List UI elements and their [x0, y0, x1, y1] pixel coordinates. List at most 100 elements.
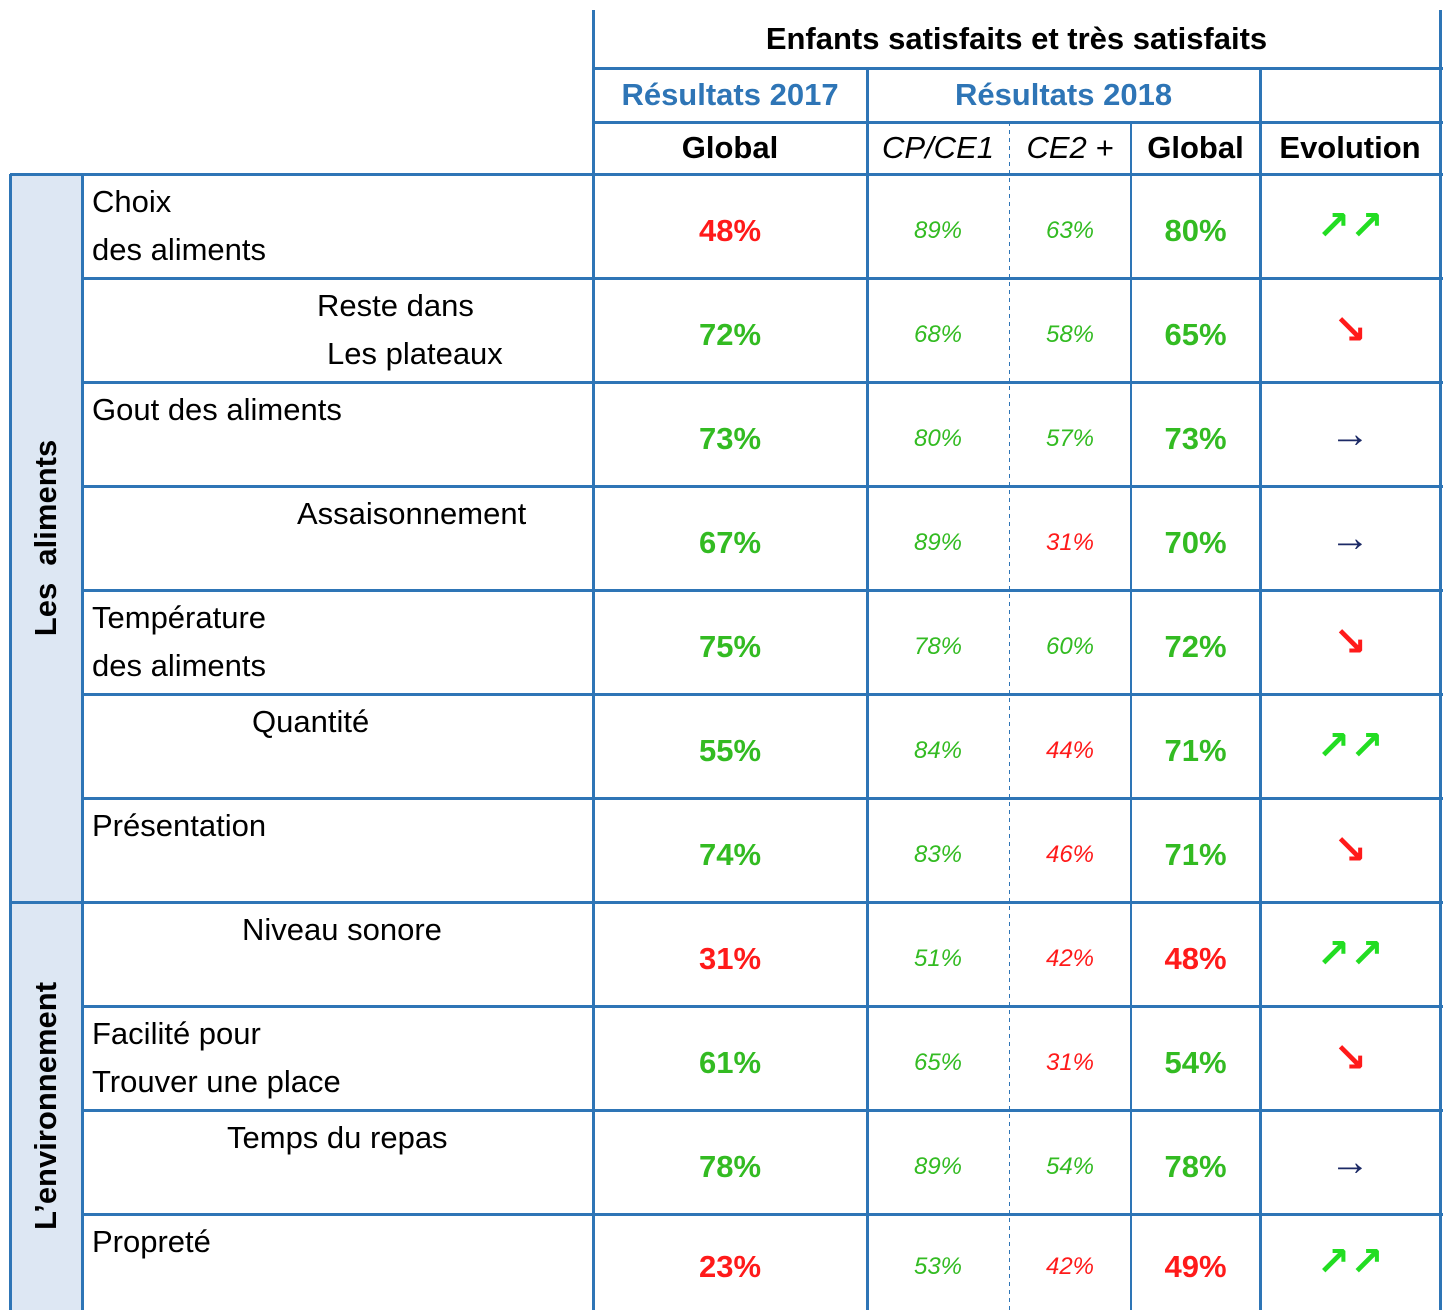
value-cell: 60%	[1009, 590, 1131, 694]
value-cell: →	[1260, 382, 1440, 486]
value-cell: 23%	[593, 1214, 867, 1310]
row-border	[82, 589, 1443, 592]
value-cell: ↗↗	[1260, 694, 1440, 798]
value-cell: 80%	[867, 382, 1009, 486]
column-border	[81, 174, 84, 1310]
header-border	[10, 173, 1443, 176]
row-label: Température	[92, 594, 266, 642]
value-cell: 42%	[1009, 902, 1131, 1006]
row-label: Les plateaux	[327, 330, 503, 378]
row-border	[10, 901, 1443, 904]
group-label: Les aliments	[28, 440, 64, 636]
row-border	[82, 277, 1443, 280]
value-cell: ↗↗	[1260, 174, 1440, 278]
value-cell: 58%	[1009, 278, 1131, 382]
row-border	[82, 1213, 1443, 1216]
row-label: Présentation	[92, 802, 266, 850]
row-label: Gout des aliments	[92, 386, 342, 434]
value-cell: ↘	[1260, 798, 1440, 902]
column-border	[1439, 10, 1442, 1310]
value-cell: 61%	[593, 1006, 867, 1110]
column-header: Global	[1131, 122, 1260, 174]
value-cell: ↗↗	[1260, 1214, 1440, 1310]
group-label: L’environnement	[28, 982, 64, 1230]
column-border	[592, 10, 595, 1310]
value-cell: 42%	[1009, 1214, 1131, 1310]
value-cell: 31%	[593, 902, 867, 1006]
value-cell: 55%	[593, 694, 867, 798]
row-label: Propreté	[92, 1218, 211, 1266]
header-title: Enfants satisfaits et très satisfaits	[593, 10, 1440, 68]
value-cell: 49%	[1131, 1214, 1260, 1310]
value-cell: ↘	[1260, 590, 1440, 694]
row-label: Reste dans	[317, 282, 474, 330]
value-cell: →	[1260, 486, 1440, 590]
row-label: Choix	[92, 178, 171, 226]
value-cell: 78%	[1131, 1110, 1260, 1214]
row-label: Quantité	[252, 698, 369, 746]
row-label: Niveau sonore	[242, 906, 442, 954]
value-cell: ↘	[1260, 278, 1440, 382]
value-cell: 74%	[593, 798, 867, 902]
row-border	[82, 485, 1443, 488]
column-border	[1130, 122, 1132, 1310]
row-border	[82, 381, 1443, 384]
value-cell: ↗↗	[1260, 902, 1440, 1006]
row-label: des aliments	[92, 226, 266, 274]
value-cell: 31%	[1009, 1006, 1131, 1110]
value-cell: 46%	[1009, 798, 1131, 902]
value-cell: 53%	[867, 1214, 1009, 1310]
value-cell: 73%	[1131, 382, 1260, 486]
header-border	[593, 121, 1443, 124]
row-label: des aliments	[92, 642, 266, 690]
value-cell: 67%	[593, 486, 867, 590]
row-border	[82, 797, 1443, 800]
value-cell: 54%	[1009, 1110, 1131, 1214]
value-cell: 71%	[1131, 694, 1260, 798]
value-cell: 68%	[867, 278, 1009, 382]
header-border	[593, 67, 1443, 70]
value-cell: 65%	[867, 1006, 1009, 1110]
group-cell: L’environnement	[10, 902, 82, 1310]
header-2017: Résultats 2017	[593, 68, 867, 122]
value-cell: 89%	[867, 174, 1009, 278]
value-cell: ↘	[1260, 1006, 1440, 1110]
value-cell: 83%	[867, 798, 1009, 902]
group-cell: Les aliments	[10, 174, 82, 902]
value-cell: 63%	[1009, 174, 1131, 278]
column-border	[1259, 68, 1262, 1310]
value-cell: 78%	[593, 1110, 867, 1214]
row-label: Assaisonnement	[297, 490, 526, 538]
value-cell: 54%	[1131, 1006, 1260, 1110]
value-cell: 71%	[1131, 798, 1260, 902]
value-cell: 48%	[593, 174, 867, 278]
row-border	[82, 1109, 1443, 1112]
value-cell: 48%	[1131, 902, 1260, 1006]
value-cell: 65%	[1131, 278, 1260, 382]
value-cell: 73%	[593, 382, 867, 486]
row-label: Trouver une place	[92, 1058, 341, 1106]
column-header: CE2 +	[1009, 122, 1131, 174]
column-border	[1009, 122, 1010, 1310]
row-label: Temps du repas	[227, 1114, 448, 1162]
value-cell: 78%	[867, 590, 1009, 694]
column-header: CP/CE1	[867, 122, 1009, 174]
column-border	[9, 174, 12, 1310]
value-cell: 89%	[867, 1110, 1009, 1214]
value-cell: 80%	[1131, 174, 1260, 278]
value-cell: 51%	[867, 902, 1009, 1006]
value-cell: 44%	[1009, 694, 1131, 798]
column-header: Evolution	[1260, 122, 1440, 174]
page: Enfants satisfaits et très satisfaitsRés…	[0, 0, 1443, 1310]
value-cell: 84%	[867, 694, 1009, 798]
row-border	[82, 693, 1443, 696]
column-header: Global	[593, 122, 867, 174]
value-cell: 89%	[867, 486, 1009, 590]
value-cell: 70%	[1131, 486, 1260, 590]
row-border	[82, 1005, 1443, 1008]
row-label: Facilité pour	[92, 1010, 261, 1058]
value-cell: 72%	[1131, 590, 1260, 694]
value-cell: 31%	[1009, 486, 1131, 590]
value-cell: →	[1260, 1110, 1440, 1214]
value-cell: 72%	[593, 278, 867, 382]
